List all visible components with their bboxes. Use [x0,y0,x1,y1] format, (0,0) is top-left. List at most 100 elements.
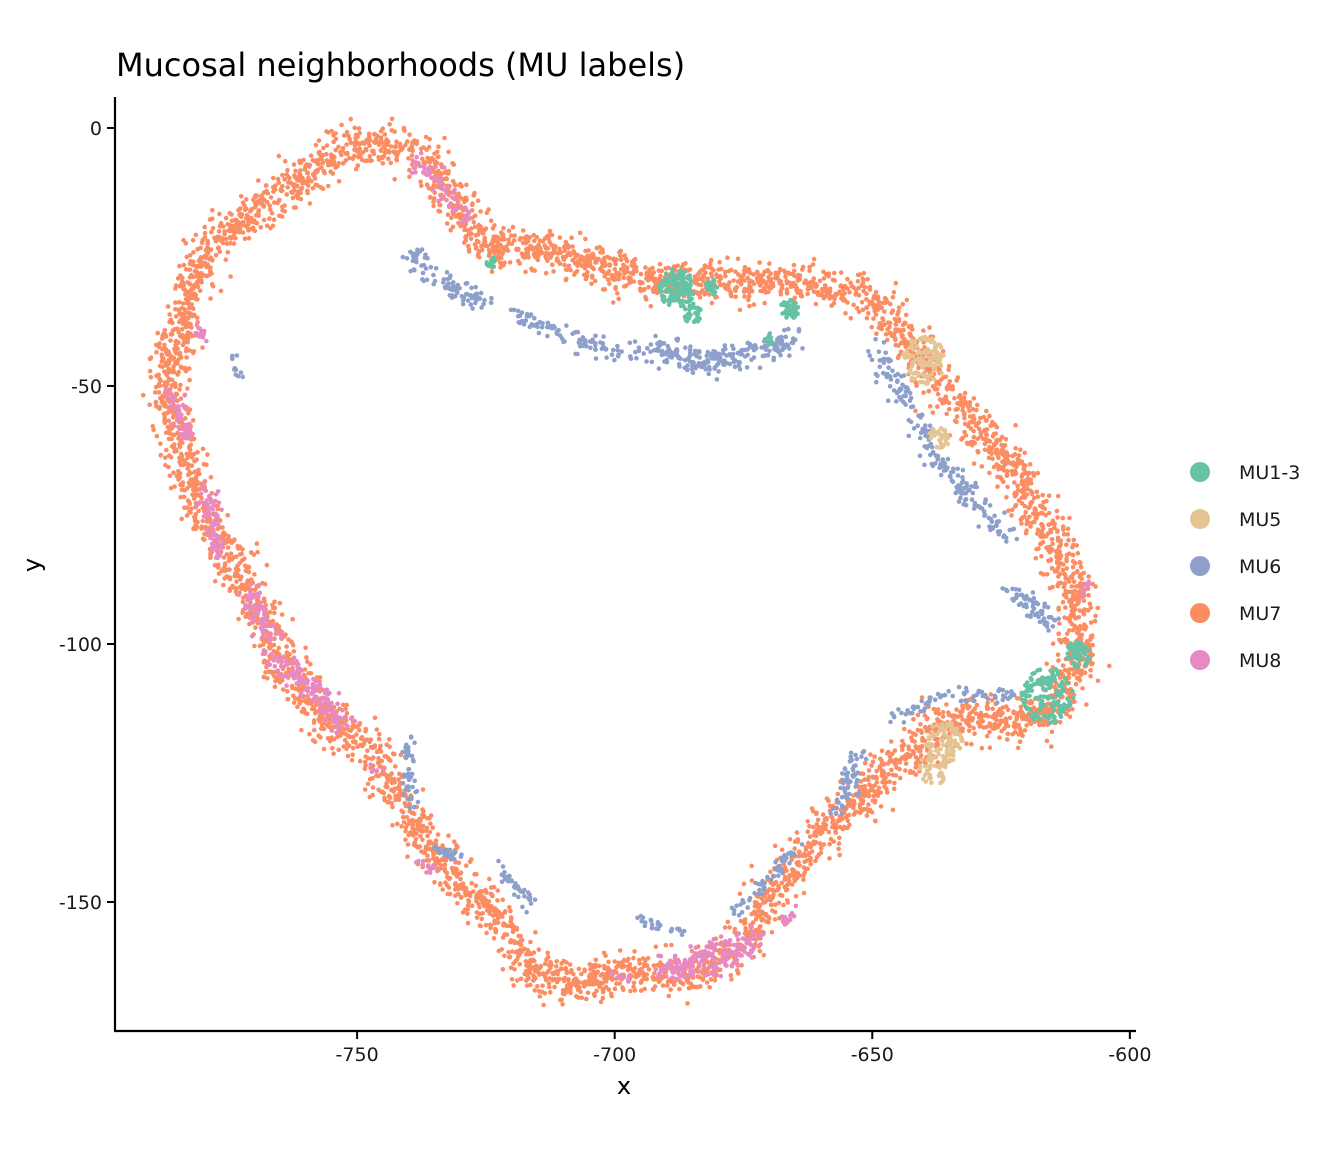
scatter-point [975,450,981,455]
scatter-point [830,820,835,826]
scatter-point [200,262,205,268]
scatter-point [479,247,485,253]
scatter-point [979,464,985,469]
scatter-point [458,870,464,875]
scatter-point [350,723,356,729]
scatter-point [1081,598,1087,603]
scatter-point [955,406,960,412]
scatter-point [374,749,380,755]
scatter-point [495,898,500,903]
scatter-point [1018,447,1023,453]
scatter-point [201,462,207,467]
scatter-point [751,272,756,277]
scatter-point [965,441,970,446]
scatter-point [210,207,215,213]
scatter-point [522,971,527,977]
scatter-point [430,157,436,162]
scatter-point [1060,663,1066,668]
scatter-point [884,332,889,337]
scatter-point [753,916,759,922]
scatter-point [867,284,873,290]
scatter-point [891,332,897,337]
scatter-point [708,261,713,266]
scatter-point [467,859,473,865]
scatter-point [504,923,510,929]
scatter-point [606,987,612,992]
scatter-point [177,300,182,305]
scatter-point [175,326,180,332]
scatter-point [489,249,495,254]
scatter-point [481,903,487,908]
scatter-point [1035,494,1041,500]
scatter-point [1070,627,1076,633]
scatter-point [762,300,767,306]
scatter-point [808,855,813,861]
scatter-point [152,390,158,395]
scatter-point [568,990,573,996]
scatter-point [238,213,243,219]
scatter-point [377,731,382,737]
scatter-point [276,180,282,186]
scatter-point [227,586,233,591]
scatter-point [276,645,282,651]
scatter-point [759,916,764,922]
scatter-point [1073,681,1079,687]
scatter-point [826,829,832,835]
scatter-point [1070,565,1076,570]
scatter-point [890,308,896,313]
scatter-point [1030,520,1035,525]
scatter-point [765,888,771,894]
scatter-point [418,818,423,823]
scatter-point [446,833,451,838]
scatter-point [455,901,460,906]
scatter-point [728,267,734,273]
scatter-point [541,1002,546,1008]
scatter-point [1049,521,1054,527]
scatter-point [437,202,442,207]
scatter-point [1024,723,1029,728]
scatter-point [184,355,189,360]
scatter-point [1060,524,1066,529]
scatter-point [299,185,305,191]
scatter-point [615,290,620,296]
scatter-point [871,316,876,321]
scatter-point [1058,538,1064,544]
scatter-point [226,537,232,543]
scatter-point [548,965,553,971]
scatter-point [252,572,257,577]
scatter-point [610,300,616,305]
scatter-point [900,738,905,744]
scatter-point [185,466,191,471]
scatter-point [161,411,167,417]
scatter-point [1066,628,1072,633]
scatter-point [964,741,969,746]
scatter-point [960,729,965,734]
scatter-point [900,747,905,753]
scatter-point [190,477,196,482]
scatter-point [1028,524,1033,529]
scatter-point [897,775,903,781]
scatter-point [1029,700,1035,706]
scatter-point [522,235,527,241]
scatter-point [184,486,190,491]
scatter-point [544,957,549,962]
scatter-point [411,827,417,832]
scatter-point [463,892,468,898]
scatter-point [331,153,336,159]
scatter-point [979,430,984,436]
points-layer [140,116,1112,1008]
scatter-point [900,301,906,307]
scatter-point [941,375,946,380]
scatter-point [911,750,917,755]
scatter-point [356,723,362,728]
scatter-point [190,306,196,312]
scatter-point [244,206,249,212]
scatter-point [869,763,874,768]
scatter-point [879,762,884,767]
scatter-point [154,433,160,439]
scatter-point [593,981,598,987]
scatter-point [382,132,388,137]
scatter-point [864,297,869,302]
scatter-point [584,996,589,1002]
scatter-point [442,866,448,872]
